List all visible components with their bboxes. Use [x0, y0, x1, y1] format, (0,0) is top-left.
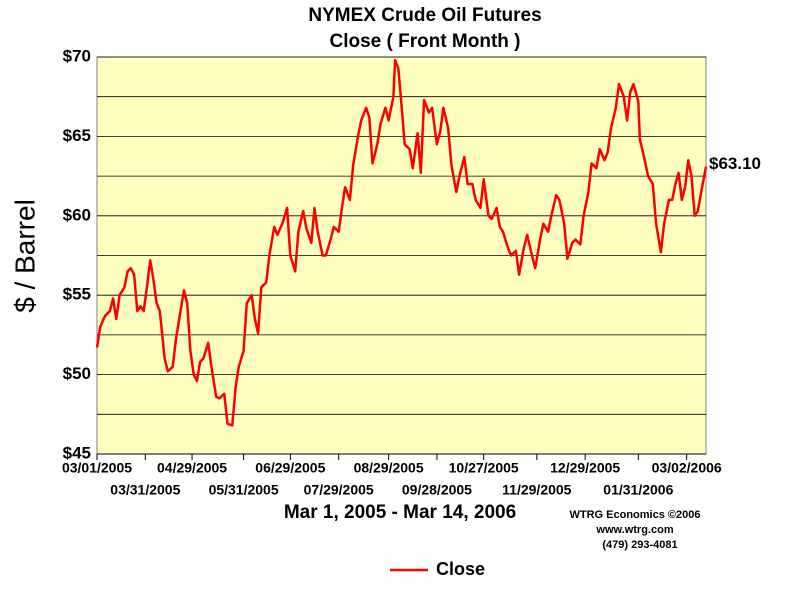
x-tick-label: 11/29/2005: [502, 482, 572, 498]
x-tick-label: 09/28/2005: [402, 482, 472, 498]
x-tick-label: 03/31/2005: [110, 482, 180, 498]
y-tick-label: $60: [63, 205, 91, 224]
x-tick-label: 08/29/2005: [354, 460, 424, 476]
chart-subtitle: Close ( Front Month ): [329, 31, 520, 52]
x-tick-label: 05/31/2005: [209, 482, 279, 498]
x-tick-label: 04/29/2005: [157, 460, 227, 476]
y-tick-label: $65: [63, 126, 91, 145]
x-tick-label: 03/01/2005: [62, 460, 132, 476]
y-tick-label: $50: [63, 364, 91, 383]
credit: www.wtrg.com: [595, 524, 673, 536]
y-tick-label: $55: [63, 285, 91, 304]
x-tick-label: 12/29/2005: [550, 460, 620, 476]
y-axis-label: $ / Barrel: [9, 199, 40, 313]
credit: (479) 293-4081: [602, 539, 677, 551]
data-line: [95, 58, 708, 427]
credit: WTRG Economics ©2006: [570, 509, 701, 521]
end-value-label: $63.10: [709, 154, 761, 173]
legend-label: Close: [436, 559, 485, 579]
x-tick-label: 10/27/2005: [449, 460, 519, 476]
x-axis-label: Mar 1, 2005 - Mar 14, 2006: [284, 502, 516, 523]
y-tick-label: $45: [63, 443, 91, 462]
x-tick-label: 06/29/2005: [255, 460, 325, 476]
x-tick-label: 03/02/2006: [652, 460, 722, 476]
x-tick-label: 01/31/2006: [603, 482, 673, 498]
y-tick-label: $70: [63, 46, 91, 65]
chart-title: NYMEX Crude Oil Futures: [308, 5, 541, 26]
x-tick-label: 07/29/2005: [304, 482, 374, 498]
